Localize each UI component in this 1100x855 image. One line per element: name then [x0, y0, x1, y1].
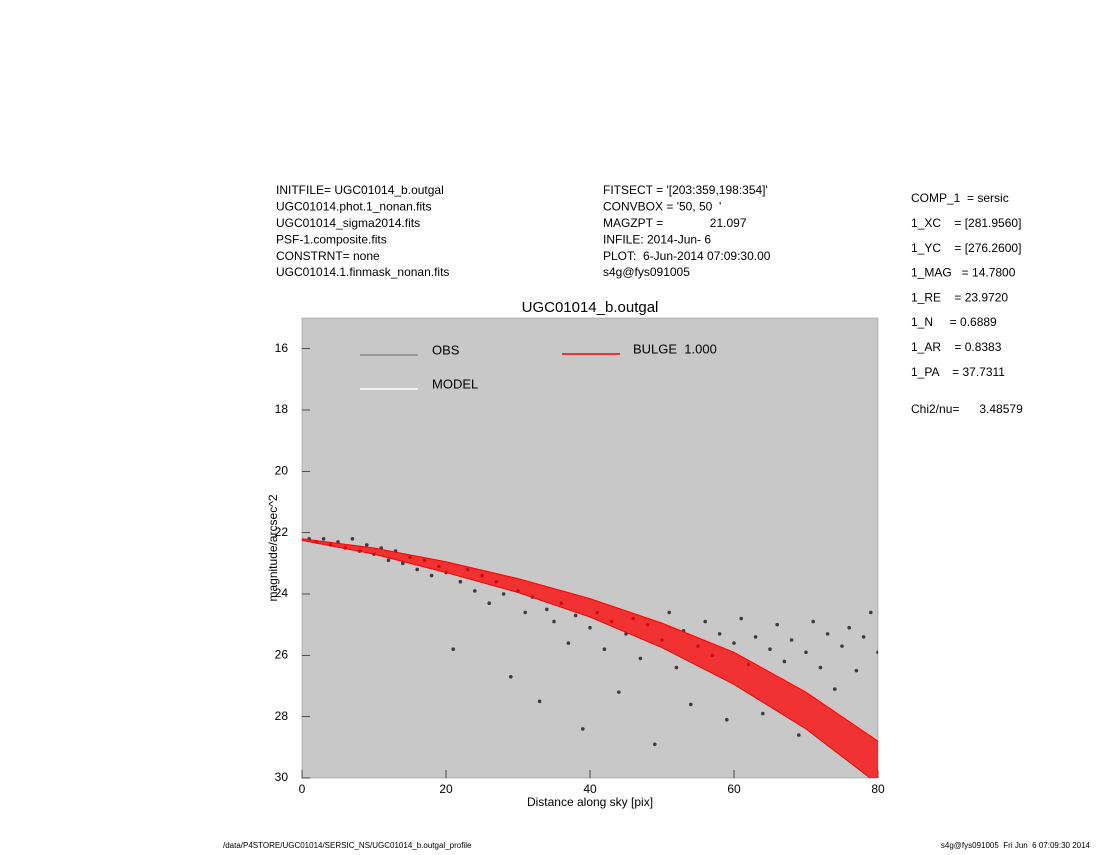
x-tick-label: 60	[727, 782, 741, 796]
obs-point	[501, 592, 506, 596]
obs-point	[876, 650, 878, 655]
obs-point	[703, 619, 707, 624]
obs-point	[523, 610, 527, 615]
obs-point	[473, 589, 477, 593]
chi2: Chi2/nu= 3.48579	[911, 402, 1023, 416]
parameter: 1_RE = 23.9720	[911, 290, 1008, 304]
obs-point	[581, 727, 585, 731]
obs-point	[415, 567, 420, 572]
footer-left: /data/P4STORE/UGC01014/SERSIC_NS/UGC0101…	[223, 841, 472, 850]
obs-point	[717, 632, 722, 636]
obs-point	[545, 607, 549, 612]
y-tick-label: 22	[275, 525, 289, 539]
y-tick-label: 28	[275, 709, 289, 723]
obs-point	[321, 537, 326, 541]
obs-point	[818, 665, 823, 670]
header-line: PSF-1.composite.fits	[276, 232, 387, 246]
obs-point	[602, 647, 607, 651]
obs-point	[775, 622, 779, 627]
obs-point	[840, 644, 844, 648]
y-tick-label: 24	[275, 586, 289, 600]
obs-point	[451, 647, 456, 651]
model-edge	[302, 539, 871, 778]
obs-point	[811, 619, 815, 624]
obs-point	[854, 668, 859, 673]
obs-point	[365, 543, 369, 547]
obs-point	[566, 641, 571, 645]
y-tick-label: 30	[275, 770, 289, 784]
obs-point	[667, 610, 671, 615]
obs-point	[789, 638, 794, 642]
header-line: INFILE: 2014-Jun- 6	[603, 232, 711, 246]
parameter: 1_XC = [281.9560]	[911, 216, 1021, 230]
obs-point	[825, 632, 830, 636]
obs-point	[638, 656, 643, 661]
header-line: FITSECT = '[203:359,198:354]'	[603, 183, 768, 197]
obs-point	[861, 635, 866, 639]
x-tick-label: 40	[583, 782, 597, 796]
parameter: 1_YC = [276.2600]	[911, 241, 1021, 255]
y-tick-label: 18	[275, 402, 289, 416]
obs-point	[768, 647, 772, 651]
obs-point	[761, 711, 765, 716]
y-tick-label: 16	[275, 341, 289, 355]
footer-right: s4g@fys091005 Fri Jun 6 07:09:30 2014	[941, 841, 1091, 850]
legend-label: MODEL	[432, 376, 478, 391]
parameter: COMP_1 = sersic	[911, 191, 1009, 205]
header-line: UGC01014_sigma2014.fits	[276, 216, 420, 230]
header-line: s4g@fys091005	[603, 265, 690, 279]
obs-point	[732, 641, 736, 645]
x-tick-label: 0	[299, 782, 306, 796]
obs-point	[350, 537, 355, 541]
obs-point	[869, 610, 873, 615]
y-tick-label: 20	[275, 464, 289, 478]
model-edge	[302, 538, 878, 742]
obs-point	[336, 540, 340, 544]
header-line: UGC01014.1.finmask_nonan.fits	[276, 265, 449, 279]
obs-point	[674, 665, 679, 670]
legend-label: OBS	[432, 342, 460, 357]
parameter: 1_PA = 37.7311	[911, 365, 1005, 379]
x-tick-label: 80	[871, 782, 885, 796]
y-axis-label: magnitude/arcsec^2	[266, 494, 280, 601]
parameter: 1_N = 0.6889	[911, 315, 997, 329]
header-line: CONSTRNT= none	[276, 249, 380, 263]
obs-point	[386, 558, 391, 563]
x-axis-label: Distance along sky [pix]	[527, 795, 653, 809]
obs-point	[689, 702, 693, 707]
obs-point	[573, 613, 578, 618]
obs-point	[653, 742, 657, 747]
obs-point	[739, 616, 743, 621]
plot-content	[302, 537, 878, 778]
obs-point	[487, 601, 492, 605]
y-tick-label: 26	[275, 648, 289, 662]
legend-label: BULGE 1.000	[633, 341, 717, 356]
obs-point	[782, 659, 787, 664]
obs-point	[537, 699, 542, 704]
header-line: CONVBOX = '50, 50 '	[603, 200, 721, 214]
obs-point	[458, 579, 463, 584]
header-line: INITFILE= UGC01014_b.outgal	[276, 183, 444, 197]
obs-point	[833, 687, 837, 691]
parameter: 1_AR = 0.8383	[911, 340, 1002, 354]
x-tick-label: 20	[439, 782, 453, 796]
obs-point	[725, 717, 729, 722]
obs-point	[401, 561, 405, 566]
parameter: 1_MAG = 14.7800	[911, 266, 1016, 280]
obs-point	[552, 619, 556, 624]
obs-point	[588, 625, 592, 630]
header-line: UGC01014.phot.1_nonan.fits	[276, 200, 431, 214]
obs-point	[847, 625, 851, 630]
obs-point	[429, 573, 434, 578]
obs-point	[617, 690, 621, 694]
chart-title: UGC01014_b.outgal	[522, 299, 659, 316]
header-line: PLOT: 6-Jun-2014 07:09:30.00	[603, 249, 771, 263]
obs-point	[753, 635, 758, 639]
obs-point	[509, 675, 513, 679]
header-line: MAGZPT = 21.097	[603, 216, 747, 230]
obs-point	[797, 733, 801, 737]
obs-point	[804, 650, 808, 655]
